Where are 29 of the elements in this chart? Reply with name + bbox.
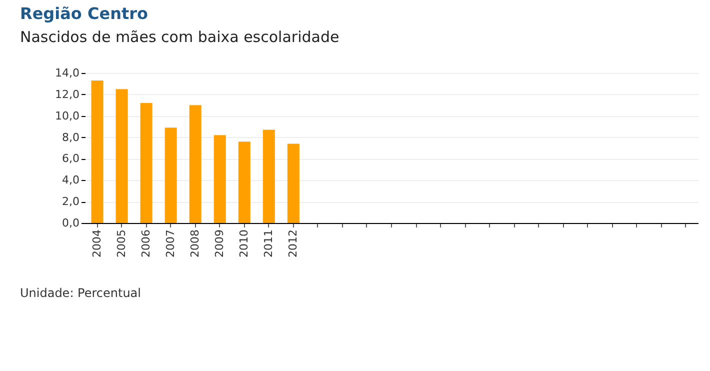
bar: [116, 89, 128, 223]
x-tick-label: 2011: [262, 230, 275, 258]
x-tick-label: 2004: [90, 230, 104, 258]
bar: [189, 105, 202, 223]
bar: [262, 130, 275, 223]
y-tick-label: 0,0: [62, 216, 80, 230]
chart-subtitle: Nascidos de mães com baixa escolaridade: [20, 28, 340, 46]
x-tick-label: 2012: [286, 230, 300, 258]
x-tick-label: 2005: [114, 230, 128, 258]
bar: [287, 144, 300, 223]
text: Unidade: Percentual: [20, 286, 141, 300]
x-tick-label: 2009: [212, 230, 226, 258]
bar: [164, 128, 177, 223]
y-tick-label: 14,0: [55, 66, 80, 80]
x-tick-label: 2010: [237, 230, 250, 258]
y-tick-label: 6,0: [62, 152, 80, 166]
y-tick-label: 2,0: [62, 195, 80, 208]
y-tick-label: 4,0: [62, 174, 80, 187]
bar: [140, 103, 152, 223]
y-tick-label: 8,0: [62, 130, 80, 144]
y-tick-label: 12,0: [55, 88, 80, 101]
x-tick-label: 2008: [188, 230, 202, 258]
x-tick-label: 2006: [139, 230, 152, 258]
bar: [238, 142, 250, 223]
y-tick-label: 10,0: [55, 109, 80, 122]
chart-title: Região Centro: [20, 4, 148, 23]
bar: [91, 80, 104, 223]
bar: [214, 135, 226, 223]
x-tick-label: 2007: [164, 230, 177, 258]
